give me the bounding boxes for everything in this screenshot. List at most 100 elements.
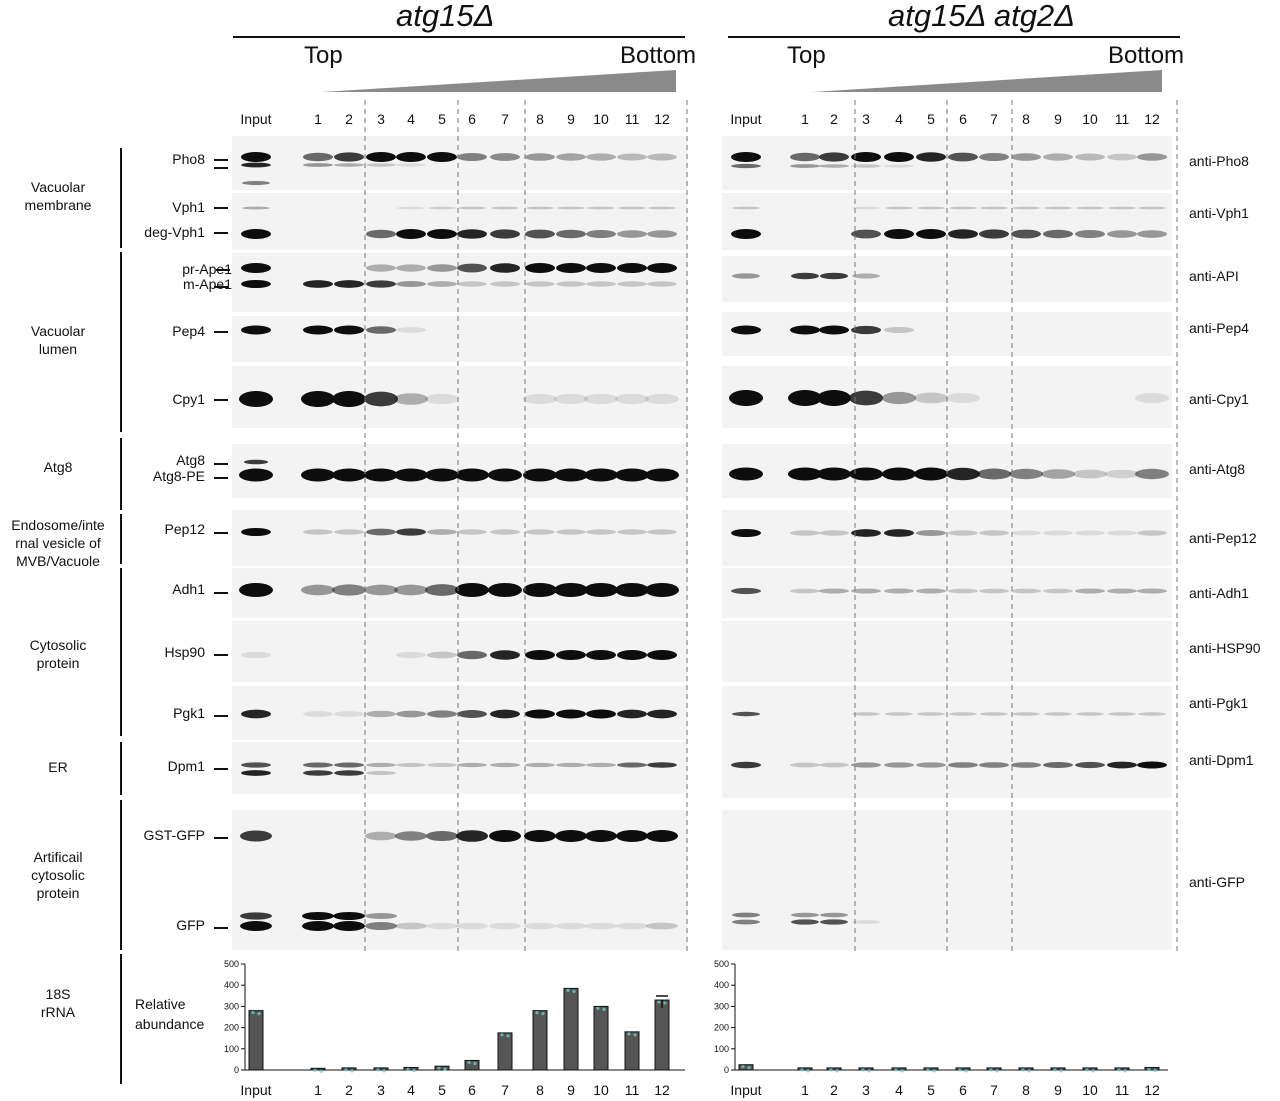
pep4-band (334, 325, 364, 335)
left-lane-4: 4 (407, 111, 415, 127)
antibody-anti-pep12: anti-Pep12 (1189, 530, 1257, 546)
right-chart-lane-1: 1 (801, 1082, 809, 1098)
atg8-pe-band (729, 467, 763, 481)
cpy1-band (554, 393, 588, 405)
right-bottom-label: Bottom (1108, 42, 1185, 69)
antibody-anti-pgk1: anti-Pgk1 (1189, 695, 1249, 711)
gst-gfp-band (395, 831, 427, 841)
left-lane-3: 3 (377, 111, 385, 127)
pep12-band (1107, 530, 1137, 536)
deg-vph1-band (979, 229, 1009, 239)
api-band (820, 272, 848, 280)
adh1-band (916, 588, 946, 594)
band-label-tick (214, 463, 228, 465)
pgk1-band (1012, 712, 1040, 716)
left-chart-data-point (406, 1067, 410, 1072)
dpm1-band (731, 761, 761, 769)
right-chart-data-point (926, 1068, 930, 1072)
adh1-band (1137, 588, 1167, 594)
atg8-pe-band (788, 467, 822, 481)
vph1-band (1012, 206, 1040, 210)
gfp-band (646, 922, 678, 930)
band-label-hsp90: Hsp90 (164, 644, 205, 660)
left-chart-bar-6 (464, 1059, 480, 1071)
left-chart-data-point (313, 1068, 317, 1072)
right-blot-strip (722, 568, 1172, 618)
pr-ape1-band (525, 263, 555, 273)
group-label-er: ER (48, 759, 68, 775)
deg-vph1-band (1107, 230, 1137, 238)
left-lane-12: 12 (654, 111, 670, 127)
right-chart-bar-7 (986, 1067, 1002, 1071)
gfp-band (240, 921, 272, 931)
antibody-anti-pep4: anti-Pep4 (1189, 320, 1249, 336)
right-chart-bar-6 (955, 1067, 971, 1071)
right-lane-3: 3 (862, 111, 870, 127)
group-bracket-vacmem (120, 148, 122, 248)
band-label-tick (214, 207, 228, 209)
atg8-band (244, 459, 268, 465)
right-lane-input: Input (730, 111, 762, 127)
atg8-pe-band (645, 468, 679, 482)
hsp90-band (556, 650, 586, 660)
adh1-band (488, 583, 522, 597)
left-lane-input: Input (240, 111, 272, 127)
left-chart-data-point (437, 1066, 441, 1070)
gfp-band (616, 922, 648, 930)
adh1-band (1043, 588, 1073, 594)
right-chart-data-point (1021, 1068, 1025, 1072)
dpm1-lower-band (241, 770, 271, 776)
dpm1-band (303, 762, 333, 768)
m-ape1-band (366, 280, 396, 288)
band-label-tick (214, 837, 228, 839)
band-label-gst-gfp: GST-GFP (143, 827, 205, 843)
m-ape1-band (556, 281, 586, 287)
right-chart-lane-6: 6 (959, 1082, 967, 1098)
adh1-band (1011, 588, 1041, 594)
pep12-band (1137, 530, 1167, 536)
dpm1-band (1107, 761, 1137, 769)
pr-ape1-band (556, 263, 586, 273)
pep12-band (948, 530, 978, 536)
band-label-pho8: Pho8 (172, 151, 205, 167)
left-gradient-wedge (322, 70, 676, 92)
right-lane-8: 8 (1022, 111, 1030, 127)
pho8-lower-band (731, 163, 761, 169)
band-label-pep12: Pep12 (164, 521, 205, 537)
vph1-band (491, 206, 519, 210)
dpm1-band (490, 762, 520, 768)
pho8-band (366, 152, 396, 162)
left-chart-data-point (350, 1069, 354, 1073)
hsp90-band (396, 651, 426, 659)
gst-gfp-band (426, 830, 458, 842)
left-chart-bar-7 (497, 1032, 513, 1071)
pho8-lower-band (334, 163, 364, 167)
vph1-band (557, 206, 585, 210)
pho8-band (617, 153, 647, 161)
right-chart-data-point (835, 1069, 839, 1073)
left-title-rule (233, 36, 685, 38)
cpy1-band (364, 391, 398, 407)
gst-gfp-band (585, 830, 617, 842)
cpy1-band (584, 393, 618, 405)
pgk1-band (1076, 712, 1104, 716)
atg8-pe-band (977, 468, 1011, 480)
left-chart-data-point (257, 1012, 261, 1016)
atg8-pe-band (1135, 468, 1169, 480)
m-ape1-band (525, 281, 555, 287)
right-gradient-wedge (812, 70, 1162, 92)
right-chart-data-point (747, 1066, 751, 1070)
pr-ape1-band (586, 263, 616, 273)
right-lane-2: 2 (830, 111, 838, 127)
pep12-band (490, 529, 520, 535)
right-chart-data-point (829, 1068, 833, 1072)
pho8-band (427, 152, 457, 162)
right-chart-data-point (1117, 1068, 1121, 1072)
vph1-band (852, 206, 880, 210)
deg-vph1-band (731, 229, 761, 239)
group-bracket-endo (120, 514, 122, 564)
gradient-wedges (322, 70, 1162, 92)
pho8-band (457, 153, 487, 161)
relative-abundance-label: Relative abundance (135, 996, 205, 1032)
dpm1-band (334, 762, 364, 768)
